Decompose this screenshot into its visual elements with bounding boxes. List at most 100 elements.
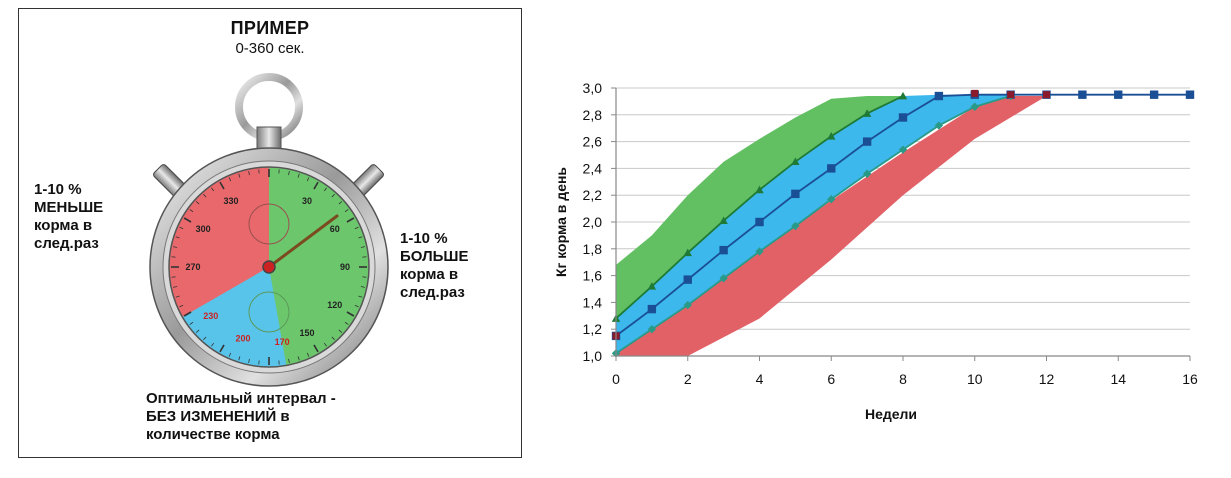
dial-tick [306, 177, 310, 182]
dial-label: 230 [203, 311, 218, 321]
dial-tick [344, 209, 349, 213]
series-point-1 [683, 275, 692, 284]
y-tick-label: 1,6 [583, 268, 603, 284]
dial-tick [288, 358, 290, 363]
x-tick-label: 2 [684, 371, 692, 387]
dial-tick [203, 193, 207, 198]
dial-tick [183, 311, 192, 317]
y-tick-label: 1,2 [583, 321, 603, 337]
extra-point [1007, 91, 1015, 99]
series-point-2 [898, 145, 908, 154]
series-point-1 [862, 137, 872, 146]
dial-tick [183, 217, 192, 223]
dial-tick [195, 329, 200, 333]
feed-chart: 1,0 1,2 1,4 1,6 1,8 2,0 2,2 2,4 2,6 2,8 3,0 0 2 4 6 8 1… [553, 80, 1198, 422]
dial-tick [219, 344, 225, 353]
series-point-1 [791, 189, 800, 199]
dial-tick [297, 173, 300, 178]
series-point-2 [862, 169, 872, 178]
dial-tick [346, 311, 355, 317]
dial-tick [219, 181, 225, 190]
hand-pivot [262, 260, 276, 274]
dial-tick [238, 173, 241, 178]
stopwatch: 330 30 60 300 270 90 120 150 170 200 230 [149, 73, 389, 387]
note-more-feed: 1-10 % БОЛЬШЕ корма в след.раз [400, 230, 469, 301]
dial-tick [179, 304, 184, 308]
dial-tick [346, 217, 355, 223]
dial-tick [189, 209, 194, 213]
series-point-1 [827, 164, 836, 173]
dial-tick [331, 336, 335, 341]
series-point-1 [755, 217, 764, 227]
series-point-0 [683, 248, 692, 257]
dial-tick [354, 304, 359, 308]
dial-tick [331, 193, 335, 198]
series-point-0 [755, 185, 764, 194]
x-tick-label: 0 [612, 371, 620, 387]
x-tick-label: 4 [756, 371, 764, 387]
chart-axes [611, 87, 1191, 361]
example-subtitle: 0-360 сек. [235, 40, 305, 57]
dial-tick [203, 336, 207, 341]
note-less-feed: 1-10 % МЕНЬШЕ корма в след.раз [34, 181, 104, 252]
dial-tick [248, 171, 250, 176]
dial-tick [306, 352, 310, 357]
series-point-2 [647, 325, 657, 334]
sub-dial-top [248, 203, 290, 245]
series-point-2 [791, 221, 800, 231]
series-point-1 [898, 113, 908, 122]
series-point-1 [1114, 90, 1123, 99]
x-tick-label: 8 [899, 371, 907, 387]
series-point-2 [755, 247, 764, 256]
dial-tick [344, 321, 349, 325]
dial-tick [313, 344, 319, 353]
series-point-1 [719, 245, 728, 255]
dial-tick [313, 181, 319, 190]
zone-more [269, 167, 369, 367]
x-tick-label: 16 [1182, 371, 1198, 387]
dial-tick [211, 187, 215, 192]
series-point-0 [719, 216, 728, 225]
series-point-0 [862, 109, 872, 117]
dial-label: 90 [340, 262, 350, 272]
dial-label: 330 [223, 196, 238, 206]
dial-tick [338, 329, 343, 333]
dial-tick [175, 295, 180, 298]
y-tick-label: 2,4 [583, 160, 603, 176]
sub-dial-bottom [248, 291, 290, 333]
dial-tick [358, 295, 363, 298]
dial-tick [297, 356, 300, 361]
series-point-1 [934, 91, 944, 101]
y-tick-label: 1,4 [583, 294, 603, 310]
x-tick-label: 10 [967, 371, 983, 387]
zone-optimal [182, 267, 287, 367]
y-tick-label: 2,0 [583, 214, 603, 230]
extra-point [971, 89, 979, 97]
dial-tick [248, 358, 250, 363]
dial-tick [238, 356, 241, 361]
dial-label: 200 [235, 333, 250, 343]
dial-tick [354, 226, 359, 230]
dial-tick [179, 226, 184, 230]
dial-ticks [171, 169, 367, 365]
dial-tick [228, 177, 232, 182]
series-point-1 [1078, 90, 1087, 99]
series-line-2 [615, 95, 1011, 355]
dial-label: 150 [299, 328, 314, 338]
stopwatch-dial [168, 166, 370, 368]
y-axis-title: Кг корма в день [553, 167, 569, 277]
dial-label: 30 [302, 196, 312, 206]
dial-label: 120 [327, 300, 342, 310]
y-tick-labels: 1,0 1,2 1,4 1,6 1,8 2,0 2,2 2,4 2,6 2,8 3,0 [583, 80, 603, 364]
series-point-2 [970, 102, 979, 111]
y-tick-label: 3,0 [583, 80, 603, 96]
series-point-2 [934, 121, 944, 130]
series-point-0 [898, 91, 908, 100]
y-tick-label: 2,8 [583, 107, 603, 123]
dial-tick [323, 187, 327, 192]
series-point-1 [1185, 90, 1195, 99]
dial-tick [360, 286, 365, 288]
series-point-0 [827, 132, 836, 140]
dial-tick [189, 321, 194, 325]
dial-tick [323, 342, 327, 347]
